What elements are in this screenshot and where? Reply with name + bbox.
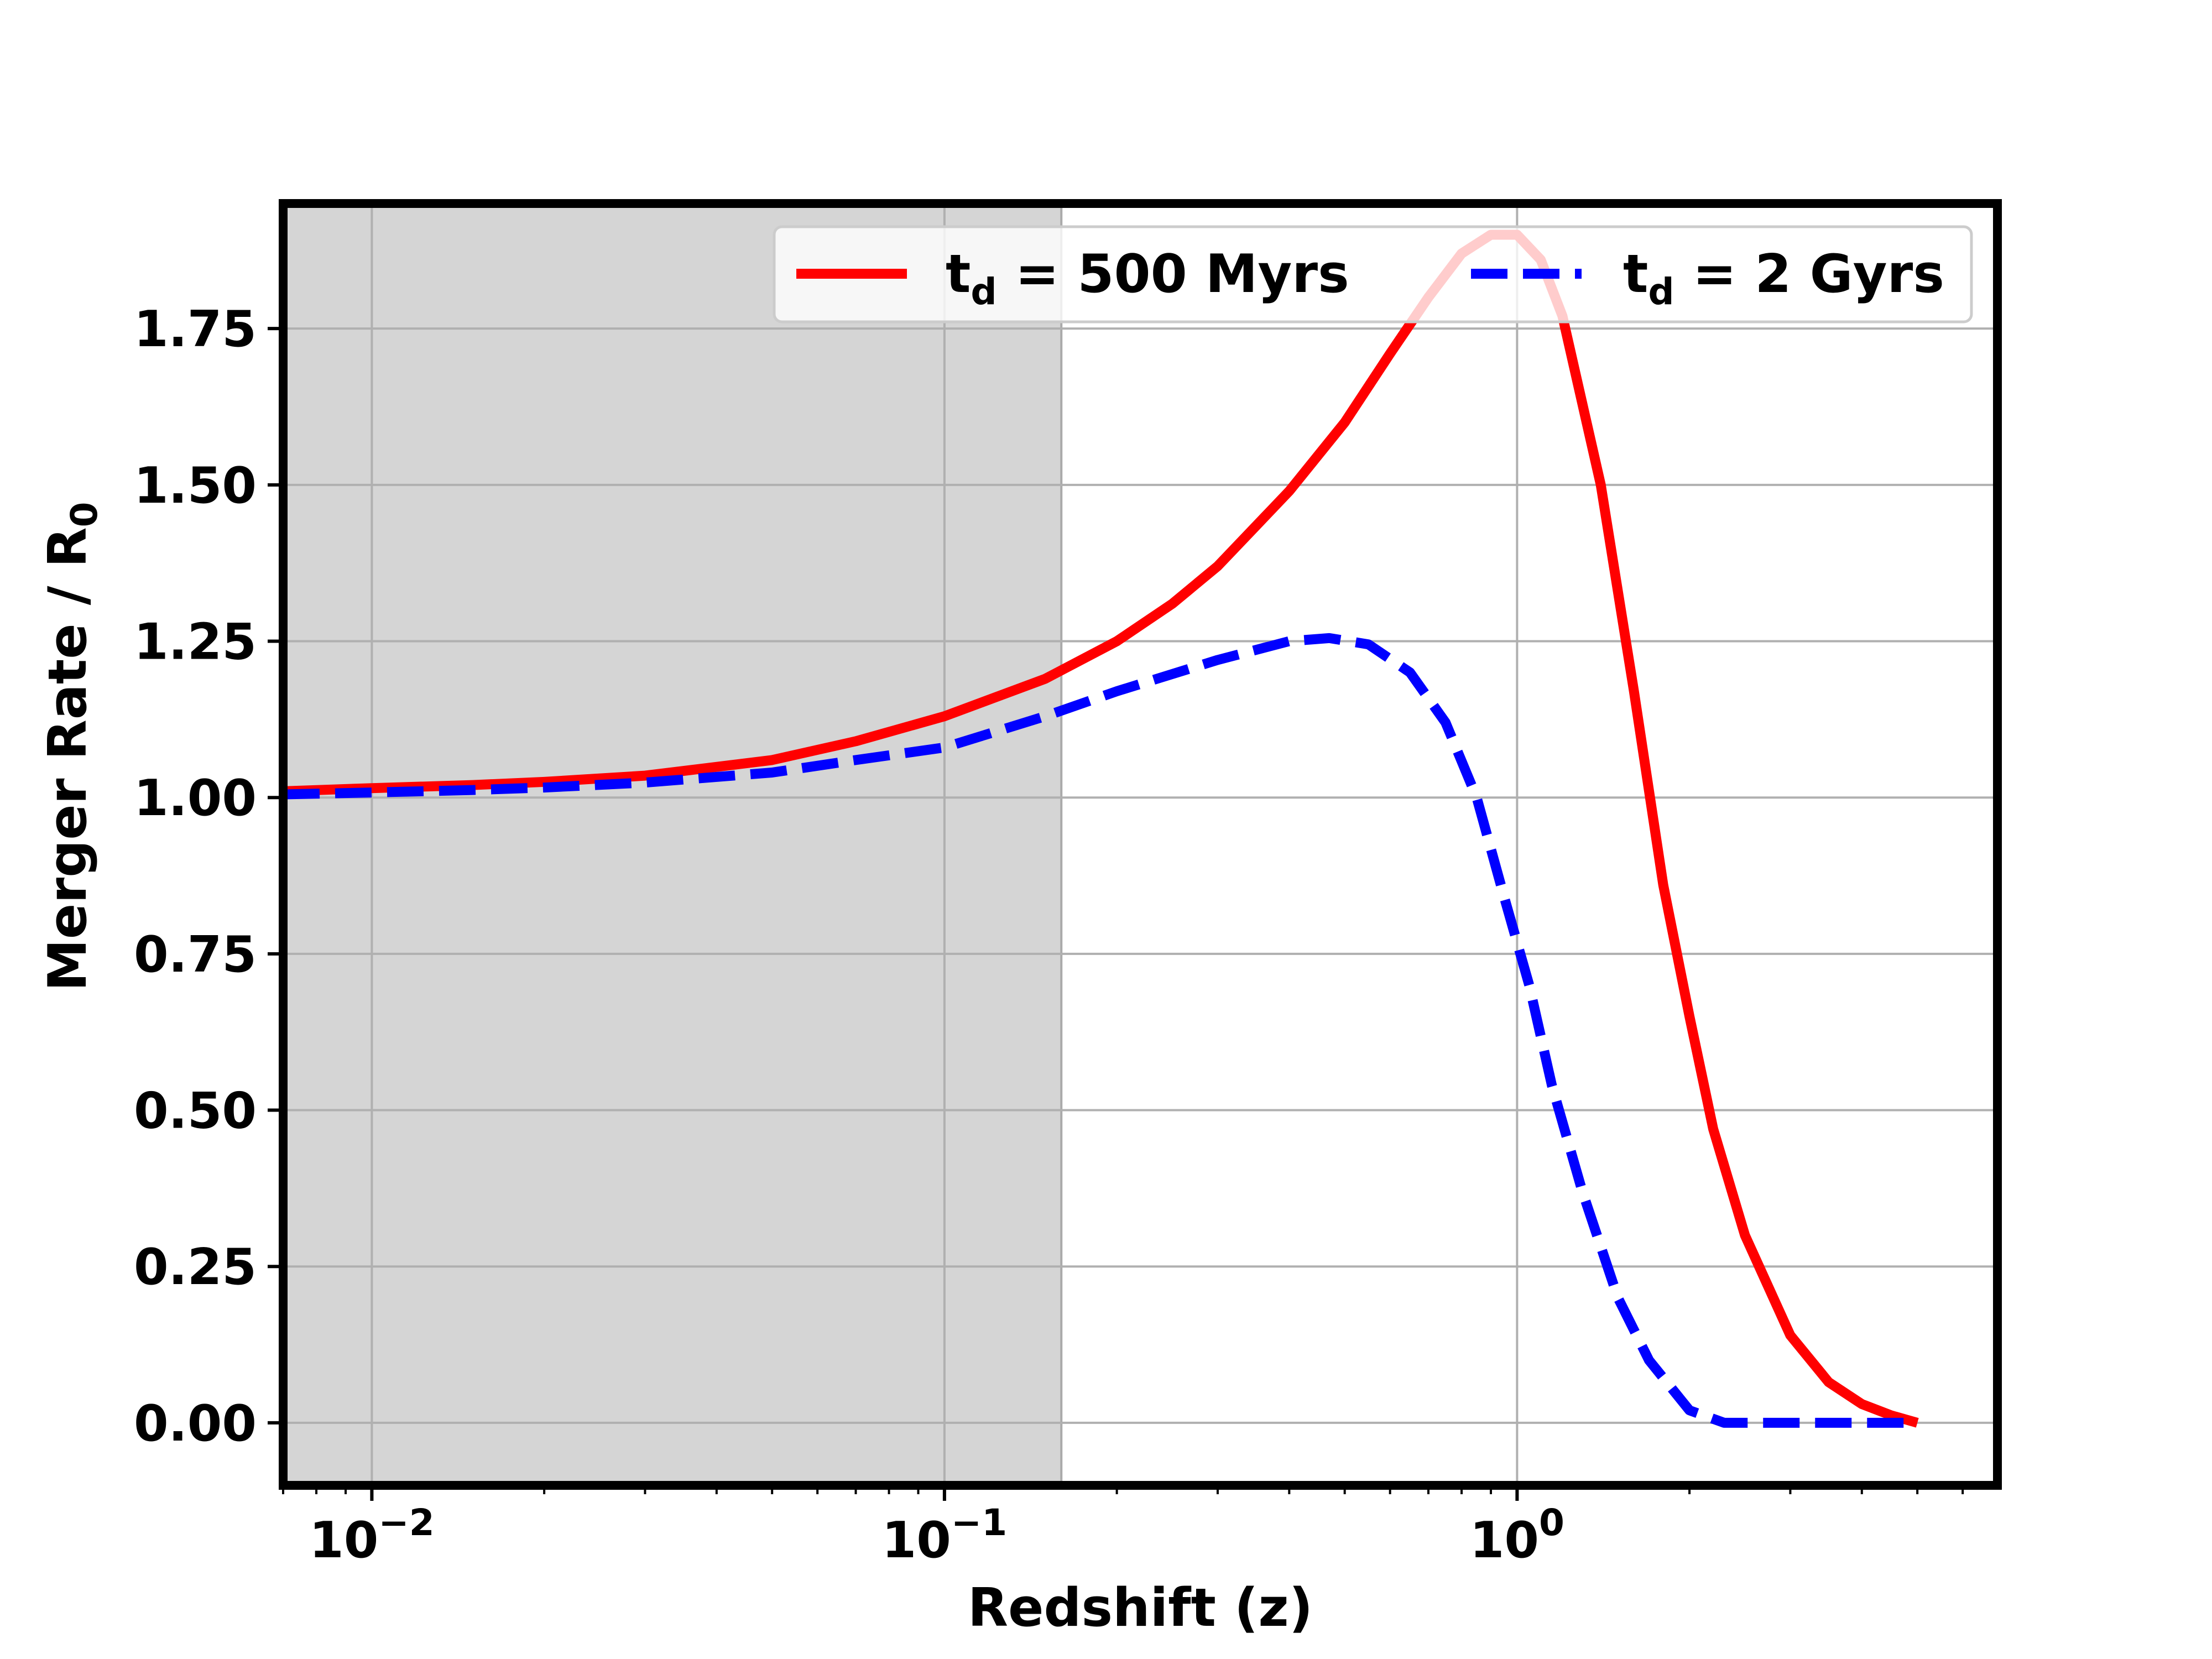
y-tick-label: 0.50: [134, 1082, 257, 1140]
y-tick-label: 1.75: [134, 300, 257, 358]
x-tick-base: 10: [309, 1511, 378, 1569]
y-tick-label: 0.75: [134, 926, 257, 984]
legend-label-500-myrs-sub: d: [971, 270, 997, 313]
x-tick-base: 10: [1470, 1511, 1539, 1569]
series-line-2-gyrs: [283, 633, 1918, 1428]
legend-label-500-myrs-rest: = 500 Myrs: [997, 244, 1349, 305]
legend-label-2-gyrs: td = 2 Gyrs: [1623, 244, 1944, 313]
x-tick-exponent: −2: [378, 1501, 434, 1544]
legend-label-2-gyrs-t: t: [1623, 244, 1648, 305]
x-axis-label: Redshift (z): [968, 1578, 1313, 1639]
y-tick-label: 0.25: [134, 1238, 257, 1296]
x-tick-base: 10: [882, 1511, 951, 1569]
x-tick-exponent: −1: [951, 1501, 1007, 1544]
y-axis-label: Merger Rate / R0: [38, 502, 106, 991]
x-tick-label: 10−2: [309, 1501, 434, 1569]
y-tick-label: 1.25: [134, 613, 257, 671]
y-tick-label: 1.50: [134, 457, 257, 515]
y-tick-label: 1.00: [134, 769, 257, 827]
shaded-region: [283, 204, 1062, 1485]
legend: td = 500 Myrs td = 2 Gyrs: [773, 225, 1973, 324]
plot-frame: [279, 199, 2002, 1490]
y-tick-label: 0.00: [134, 1395, 257, 1453]
legend-box: [773, 225, 1973, 324]
x-tick-exponent: 0: [1539, 1501, 1564, 1544]
grid-lines: [283, 204, 1997, 1485]
legend-label-2-gyrs-sub: d: [1648, 270, 1674, 313]
legend-label-500-myrs-t: t: [946, 244, 971, 305]
x-tick-label: 100: [1470, 1501, 1564, 1569]
legend-label-500-myrs: td = 500 Myrs: [946, 244, 1349, 313]
y-axis-label-subscript: 0: [63, 502, 106, 527]
y-axis-label-main: Merger Rate / R: [38, 527, 98, 991]
x-tick-label: 10−1: [882, 1501, 1007, 1569]
legend-label-2-gyrs-rest: = 2 Gyrs: [1674, 244, 1944, 305]
